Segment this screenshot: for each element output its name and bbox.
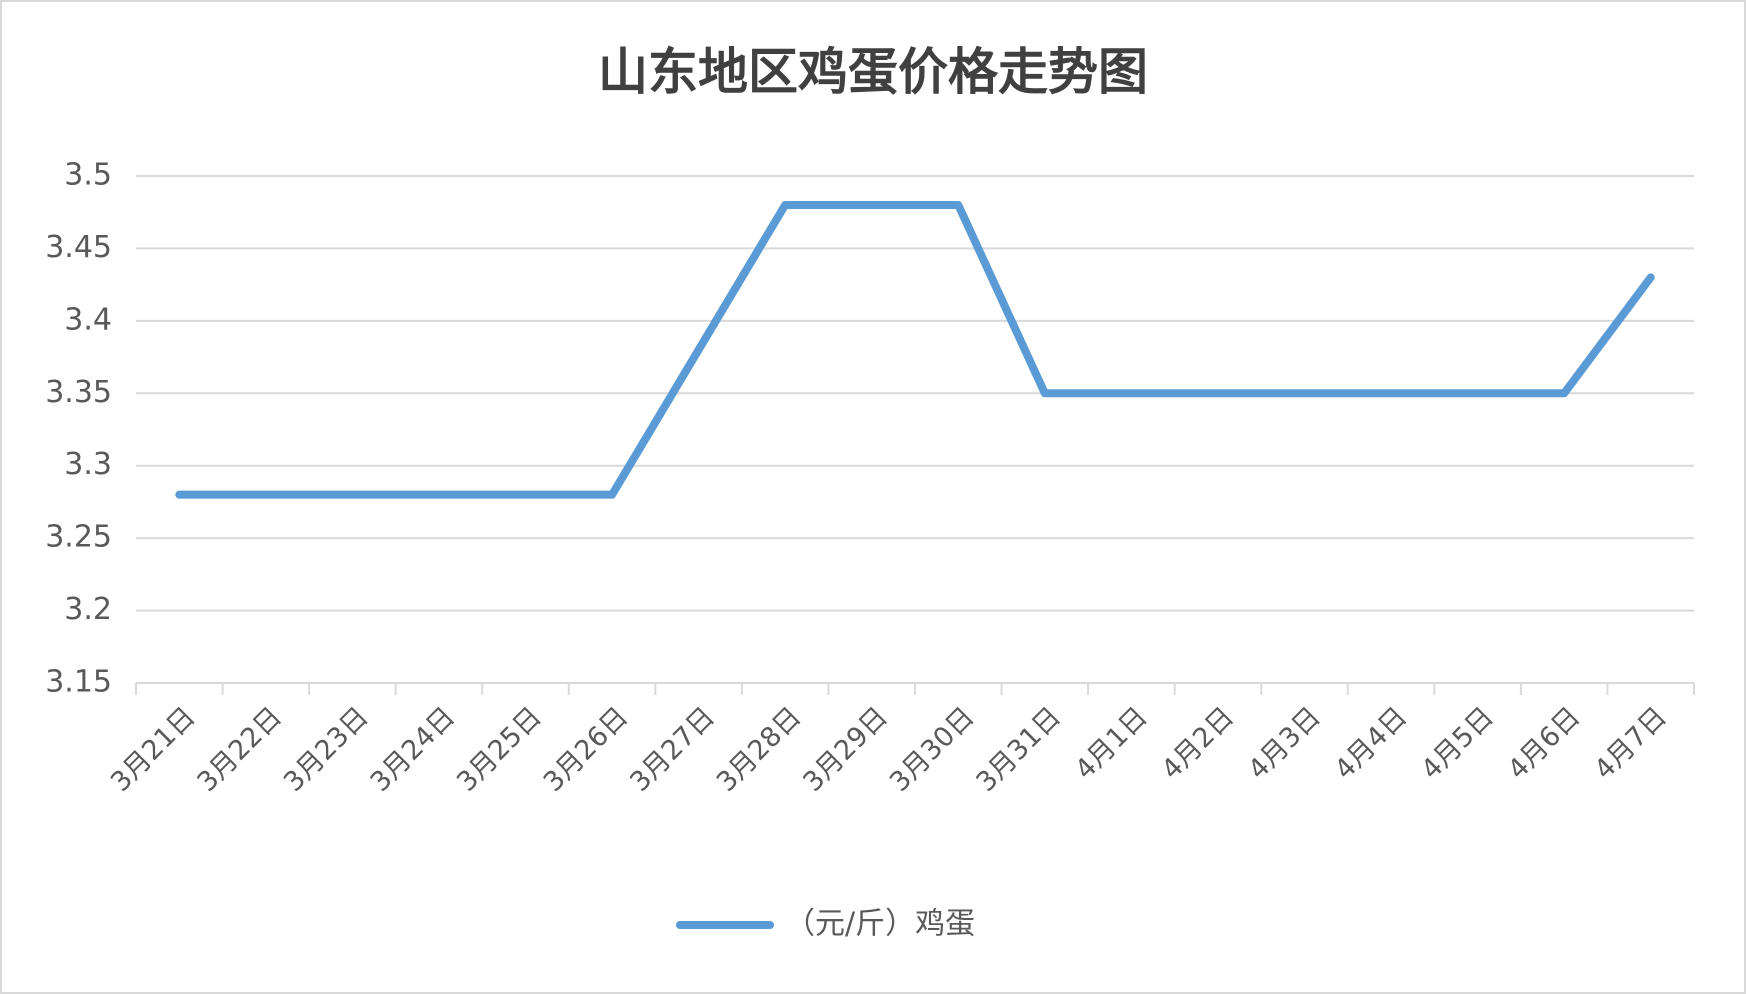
y-tick-label: 3.25 [45,520,112,555]
y-tick-label: 3.4 [64,302,112,337]
y-tick-label: 3.5 [64,158,112,193]
y-tick-label: 3.35 [45,375,112,410]
line [175,200,1655,499]
chart-title: 山东地区鸡蛋价格走势图 [598,42,1148,101]
legend-label: （元/斤）鸡蛋 [785,907,975,942]
y-tick-label: 3.15 [45,665,112,700]
y-tick-label: 3.3 [64,447,112,482]
y-tick-label: 3.45 [45,230,112,265]
y-tick-label: 3.2 [64,592,112,627]
